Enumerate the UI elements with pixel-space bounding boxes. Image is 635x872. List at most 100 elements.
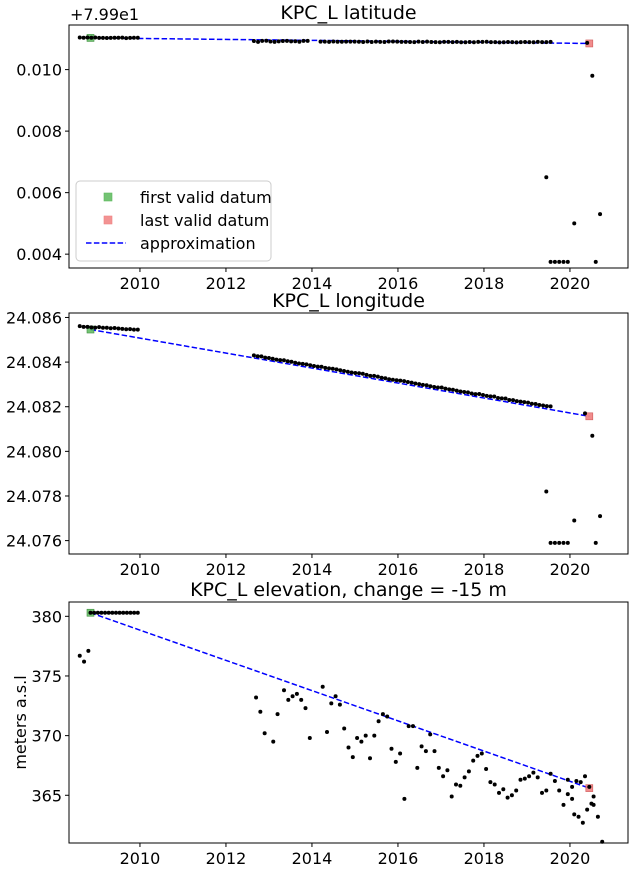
data-point (254, 695, 258, 699)
data-point (89, 611, 93, 615)
data-point (594, 260, 598, 264)
x-tick-label: 2018 (464, 849, 505, 868)
legend-label: last valid datum (140, 211, 269, 230)
data-point (301, 362, 305, 366)
data-point (598, 514, 602, 518)
data-point (541, 403, 545, 407)
data-point (398, 379, 402, 383)
data-point (342, 726, 346, 730)
y-tick-label: 375 (31, 667, 62, 686)
data-point (413, 382, 417, 386)
data-point (485, 394, 489, 398)
data-point (124, 327, 128, 331)
data-point (383, 376, 387, 380)
x-tick-label: 2010 (120, 849, 161, 868)
data-point (286, 359, 290, 363)
data-point (372, 374, 376, 378)
approximation-line (91, 330, 590, 417)
data-point (289, 39, 293, 43)
data-point (501, 787, 505, 791)
data-point (473, 392, 477, 396)
y-tick-label: 365 (31, 786, 62, 805)
data-point (572, 221, 576, 225)
data-point (415, 766, 419, 770)
x-tick-label: 2012 (206, 849, 247, 868)
data-point (368, 756, 372, 760)
data-point (519, 778, 523, 782)
data-point (510, 40, 514, 44)
data-point (293, 39, 297, 43)
data-point (549, 40, 553, 44)
data-point (594, 541, 598, 545)
data-point (82, 36, 86, 40)
data-point (420, 744, 424, 748)
data-point (395, 40, 399, 44)
data-point (574, 779, 578, 783)
data-point (97, 36, 101, 40)
data-point (540, 40, 544, 44)
data-point (467, 769, 471, 773)
data-point (544, 789, 548, 793)
data-point (493, 40, 497, 44)
x-tick-label: 2014 (292, 849, 333, 868)
data-point (471, 759, 475, 763)
data-point (500, 396, 504, 400)
data-point (399, 40, 403, 44)
data-point (532, 40, 536, 44)
data-point (78, 324, 82, 328)
data-point (264, 39, 268, 43)
data-point (466, 390, 470, 394)
data-point (590, 74, 594, 78)
data-point (132, 611, 136, 615)
data-point (271, 357, 275, 361)
axes-frame (69, 313, 628, 554)
data-point (440, 385, 444, 389)
y-tick-label: 0.008 (16, 122, 62, 141)
data-point (82, 660, 86, 664)
data-point (116, 327, 120, 331)
data-point (372, 734, 376, 738)
y-tick-label: 24.080 (6, 442, 62, 461)
data-point (86, 649, 90, 653)
data-point (361, 372, 365, 376)
data-point (321, 685, 325, 689)
data-point (351, 755, 355, 759)
y-tick-label: 380 (31, 607, 62, 626)
data-point (406, 380, 410, 384)
data-point (285, 39, 289, 43)
data-point (387, 377, 391, 381)
data-point (477, 392, 481, 396)
chart-title: KPC_L latitude (280, 2, 416, 24)
data-point (101, 326, 105, 330)
data-point (557, 260, 561, 264)
data-point (374, 40, 378, 44)
data-point (107, 611, 111, 615)
data-point (381, 712, 385, 716)
data-point (327, 40, 331, 44)
data-point (583, 411, 587, 415)
data-point (105, 36, 109, 40)
data-point (132, 36, 136, 40)
x-tick-label: 2010 (120, 560, 161, 579)
data-point (124, 36, 128, 40)
data-point (527, 774, 531, 778)
data-point (544, 40, 548, 44)
data-point (308, 736, 312, 740)
data-point (540, 791, 544, 795)
data-point (417, 382, 421, 386)
data-point (398, 752, 402, 756)
data-point (585, 808, 589, 812)
data-point (394, 760, 398, 764)
data-point (128, 327, 132, 331)
data-point (101, 36, 105, 40)
data-point (267, 356, 271, 360)
data-point (536, 775, 540, 779)
data-point (347, 746, 351, 750)
data-point (364, 734, 368, 738)
data-point (421, 40, 425, 44)
y-tick-label: 24.076 (6, 532, 62, 551)
data-point (136, 611, 140, 615)
x-tick-label: 2020 (550, 560, 591, 579)
data-point (297, 361, 301, 365)
data-point (121, 611, 125, 615)
